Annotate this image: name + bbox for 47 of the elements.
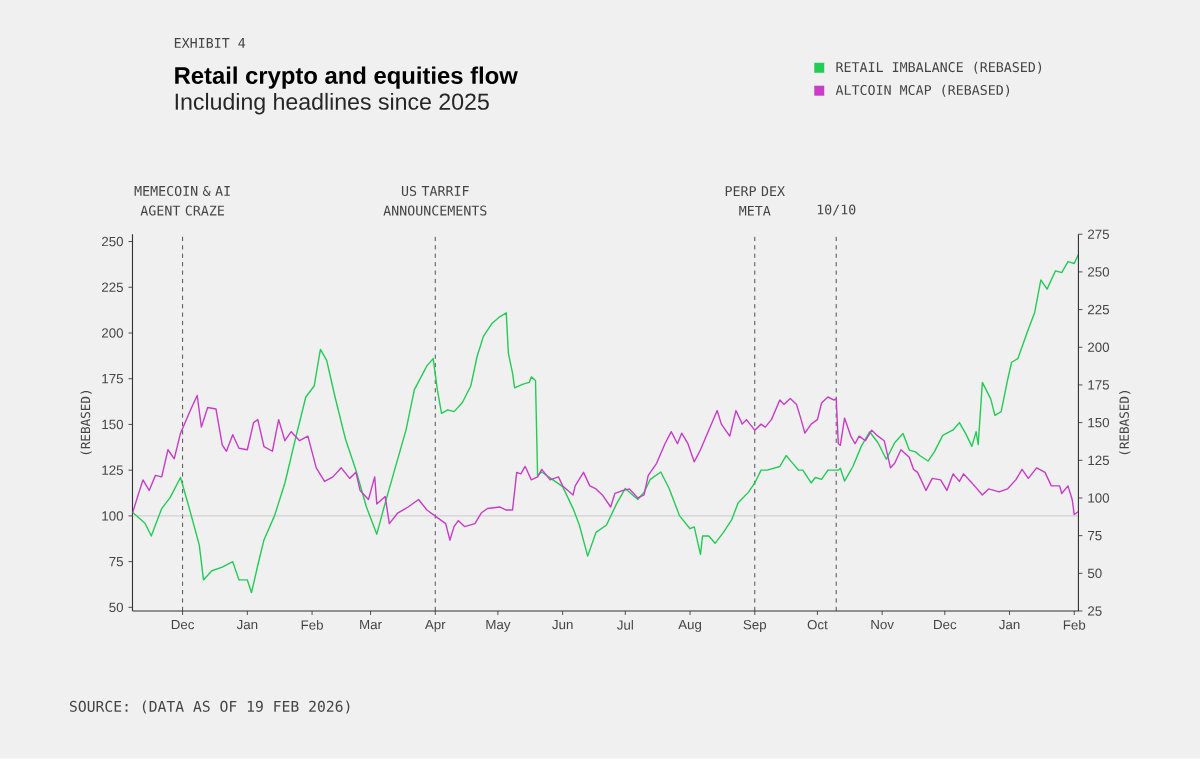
x-tick-label: May	[486, 620, 511, 633]
source-note: SOURCE: (DATA AS OF 19 FEB 2026)	[69, 700, 350, 714]
x-tick-label: Oct	[807, 620, 828, 630]
x-tick-label: Mar	[360, 620, 382, 630]
ref-line-label: 10/10	[817, 204, 856, 216]
y-tick-label: 125	[102, 465, 123, 476]
x-tick-label: Dec	[934, 620, 957, 630]
legend-label: RETAIL IMBALANCE (REBASED)	[836, 62, 1042, 74]
y2-tick-label: 150	[1088, 418, 1110, 428]
legend-label: ALTCOIN MCAP (REBASED)	[835, 84, 1010, 97]
x-tick-label: Feb	[301, 620, 323, 630]
y2-tick-label: 75	[1088, 531, 1102, 541]
text: EXHIBIT 4	[174, 38, 246, 49]
y-tick-label: 200	[101, 328, 124, 338]
y2-tick-label: 225	[1088, 305, 1110, 315]
chart-title: Retail crypto and equities flow	[175, 66, 518, 89]
y2-tick-label: 250	[1088, 267, 1110, 277]
y2-tick-label: 200	[1088, 342, 1110, 353]
y2-tick-label: 275	[1088, 229, 1110, 240]
y-tick-label: 150	[102, 419, 124, 430]
ref-line-label: PERP DEX META	[725, 186, 785, 216]
x-tick-label: Sep	[743, 620, 767, 633]
chart-subtitle: Including headlines since 2025	[175, 93, 489, 115]
y2-tick-label: 125	[1088, 455, 1110, 466]
x-tick-label: Jan	[998, 620, 1020, 630]
y2-tick-label: 100	[1088, 493, 1110, 503]
y-tick-label: 75	[109, 557, 123, 567]
y-tick-label: 175	[102, 374, 123, 384]
x-tick-label: Dec	[171, 620, 195, 630]
y-tick-label: 50	[109, 602, 124, 613]
y2-tick-label: 25	[1088, 606, 1102, 616]
y-tick-label: 100	[102, 511, 124, 521]
x-tick-label: Nov	[871, 620, 894, 630]
y2-tick-label: 50	[1087, 568, 1102, 579]
y2-axis-title: (REBASED)	[1119, 391, 1131, 455]
ref-line-label: MEMECOIN & AI AGENT CRAZE	[134, 186, 230, 216]
x-tick-label: Jul	[616, 620, 633, 630]
ref-line-label: US TARRIF ANNOUNCEMENTS	[383, 186, 487, 216]
y2-tick-label: 175	[1088, 380, 1110, 390]
x-tick-label: Feb	[1063, 620, 1086, 630]
x-tick-label: Aug	[678, 620, 702, 633]
x-tick-label: Apr	[424, 620, 446, 633]
y-tick-label: 225	[101, 282, 123, 293]
x-tick-label: Jun	[552, 620, 573, 630]
y-axis-title: (REBASED)	[80, 391, 92, 455]
y-tick-label: 250	[101, 237, 124, 247]
x-tick-label: Jan	[236, 620, 258, 630]
